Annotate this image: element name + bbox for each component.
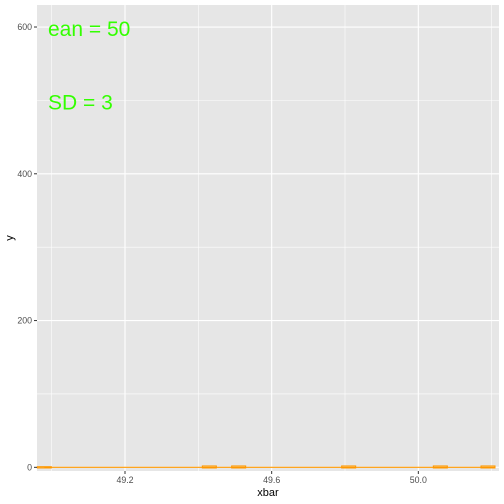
plot-panel [37, 5, 499, 471]
annotation-sd: SD = 3 [48, 92, 113, 115]
x-tick-label: 49.2 [116, 475, 133, 485]
annotation-mean: ean = 50 [48, 18, 130, 41]
x-tick-label: 50.0 [410, 475, 427, 485]
y-tick-label: 200 [17, 316, 32, 326]
y-axis-title: y [4, 235, 16, 241]
annotations: ean = 50 SD = 3 [48, 18, 130, 114]
x-axis-title: xbar [257, 487, 279, 499]
tick-marks [34, 26, 419, 474]
x-tick-label: 49.6 [263, 475, 280, 485]
y-tick-label: 600 [17, 22, 32, 32]
y-tick-label: 0 [27, 462, 32, 472]
y-tick-label: 400 [17, 169, 32, 179]
y-axis: 0 200 400 600 [17, 22, 32, 472]
grid-minor [37, 5, 499, 471]
x-axis: 49.2 49.6 50.0 [116, 475, 427, 485]
